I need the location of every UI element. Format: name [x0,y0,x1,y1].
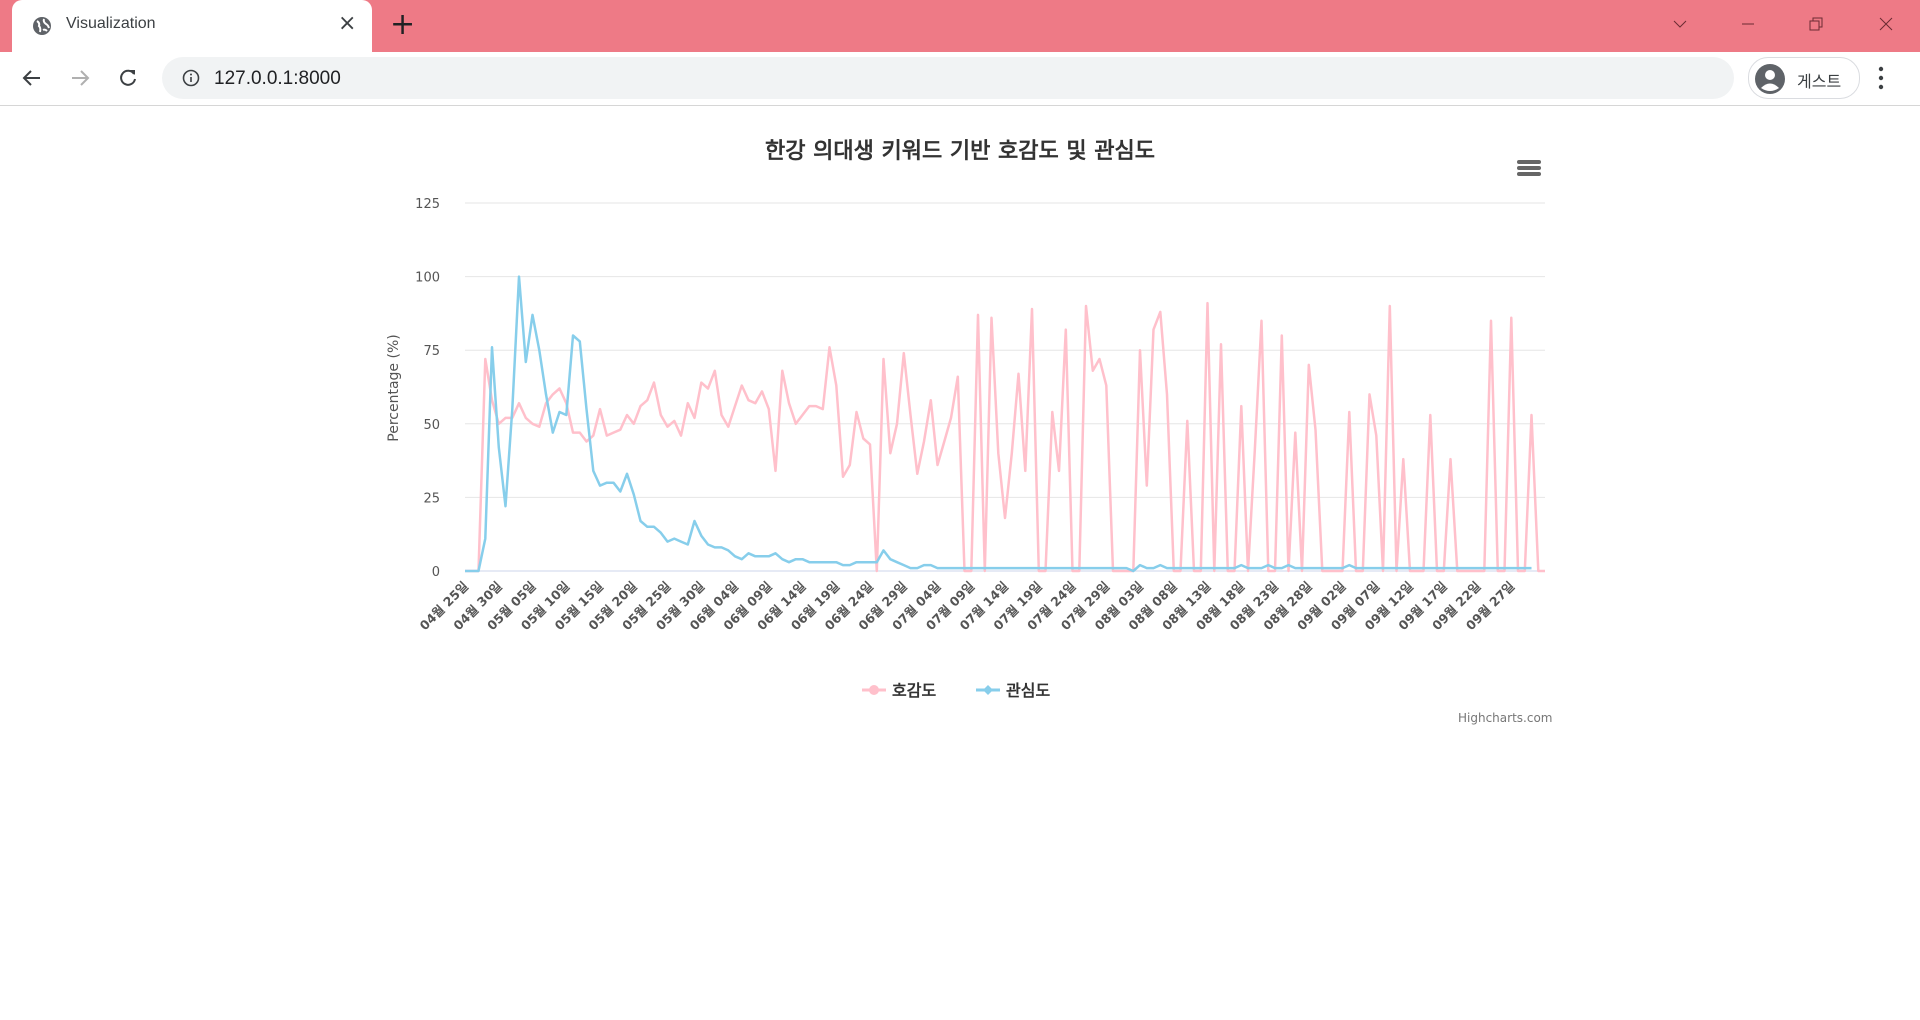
y-axis-labels: 0 25 50 75 100 125 [415,197,440,580]
legend-item[interactable]: 관심도 [976,681,1050,700]
more-options-icon[interactable] [1876,64,1886,92]
hamburger-menu-icon [1517,160,1541,176]
chart-context-menu-button[interactable] [1514,154,1544,182]
chart-title: 한강 의대생 키워드 기반 호감도 및 관심도 [765,139,1155,164]
y-tick-label: 100 [415,271,440,286]
circle-marker-icon [869,685,879,695]
arrow-right-icon [72,70,90,86]
y-tick-label: 125 [415,197,440,212]
minimize-button[interactable] [1728,10,1768,40]
new-tab-button[interactable]: + [390,7,416,42]
line-chart: 한강 의대생 키워드 기반 호감도 및 관심도 0 25 50 75 100 125 Pe… [386,139,1545,700]
legend-label: 관심도 [1006,681,1050,700]
legend-item[interactable]: 호감도 [862,681,936,700]
profile-button[interactable]: 게스트 [1748,57,1860,99]
y-tick-label: 75 [423,344,440,359]
y-tick-label: 25 [423,491,440,506]
arrow-left-icon [22,70,40,86]
chevron-down-icon [1673,20,1687,28]
reload-icon [120,69,136,86]
back-button[interactable] [16,62,48,94]
tab-search-button[interactable] [1660,10,1700,40]
y-tick-label: 50 [423,418,440,433]
y-tick-label: 0 [432,565,440,580]
browser-toolbar: 127.0.0.1:8000 게스트 [0,52,1920,106]
profile-label: 게스트 [1797,72,1842,91]
globe-icon [33,17,51,35]
restore-icon [1809,17,1823,31]
restore-button[interactable] [1796,10,1836,40]
y-axis-title: Percentage (%) [386,334,402,441]
browser-tab-strip: Visualization × + [0,0,1920,52]
avatar-icon [1755,64,1785,94]
tab-title: Visualization [66,15,156,32]
diamond-marker-icon [983,685,993,695]
url-text[interactable]: 127.0.0.1:8000 [214,68,341,89]
close-icon [1879,17,1893,31]
highcharts-credit-link[interactable]: Highcharts.com [1458,711,1553,725]
legend-label: 호감도 [892,681,936,700]
address-bar[interactable]: 127.0.0.1:8000 [162,57,1734,99]
tab-close-button[interactable]: × [338,11,357,36]
series-lines[interactable] [465,275,1545,573]
window-close-button[interactable] [1866,10,1906,40]
series-line[interactable] [465,301,1545,573]
chart-container: 한강 의대생 키워드 기반 호감도 및 관심도 0 25 50 75 100 125 Pe… [0,106,1920,1020]
legend[interactable]: 호감도 관심도 [862,681,1050,700]
minimize-icon [1742,23,1754,25]
series-line[interactable] [465,275,1532,573]
forward-button[interactable] [64,62,96,94]
browser-tab[interactable]: Visualization × [12,0,372,52]
reload-button[interactable] [112,62,144,94]
info-icon[interactable] [182,69,200,87]
